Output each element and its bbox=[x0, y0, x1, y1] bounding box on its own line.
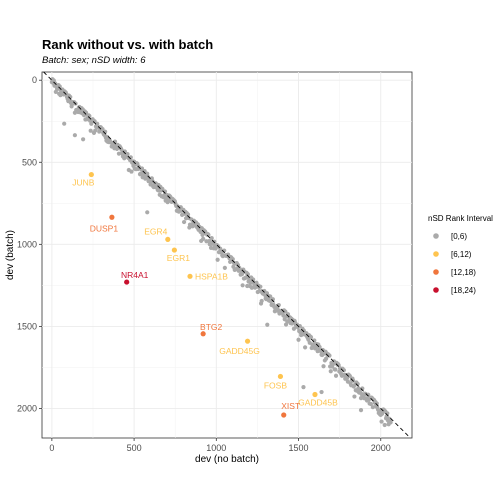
point-label: NR4A1 bbox=[121, 270, 149, 280]
highlight-point bbox=[165, 237, 170, 242]
highlight-point bbox=[172, 247, 177, 252]
highlight-point bbox=[281, 412, 286, 417]
background-point bbox=[145, 210, 149, 214]
legend-label: [0,6) bbox=[451, 232, 467, 241]
point-label: GADD45B bbox=[298, 398, 338, 408]
background-point bbox=[73, 133, 77, 137]
highlight-point bbox=[201, 331, 206, 336]
x-tick-label: 1500 bbox=[289, 443, 309, 453]
background-point bbox=[223, 266, 227, 270]
point-label: FOSB bbox=[264, 380, 287, 390]
point-label: DUSP1 bbox=[90, 223, 119, 233]
background-point bbox=[321, 364, 325, 368]
y-axis-ticks: 0 500 1000 1500 2000 bbox=[17, 75, 42, 413]
highlight-point bbox=[187, 274, 192, 279]
background-point bbox=[389, 420, 393, 424]
background-point bbox=[352, 394, 356, 398]
y-tick-label: 0 bbox=[32, 75, 37, 85]
background-point bbox=[303, 345, 307, 349]
point-label: EGR1 bbox=[167, 253, 190, 263]
highlight-point bbox=[312, 392, 317, 397]
background-point bbox=[241, 283, 245, 287]
background-point bbox=[129, 169, 133, 173]
y-tick-label: 500 bbox=[22, 157, 37, 167]
point-label: HSPA1B bbox=[195, 271, 228, 281]
background-point bbox=[212, 240, 216, 244]
point-label: EGR4 bbox=[144, 226, 167, 236]
x-tick-label: 1000 bbox=[206, 443, 226, 453]
background-point bbox=[359, 408, 363, 412]
background-point bbox=[333, 367, 337, 371]
legend-key bbox=[433, 233, 439, 239]
background-point bbox=[216, 258, 220, 262]
x-tick-label: 0 bbox=[49, 443, 54, 453]
legend: nSD Rank Interval [0,6) [6,12) [12,18) [18,… bbox=[428, 214, 493, 295]
highlight-point bbox=[124, 279, 129, 284]
background-point bbox=[334, 374, 338, 378]
background-point bbox=[125, 152, 129, 156]
x-tick-label: 500 bbox=[127, 443, 142, 453]
point-label: GADD45G bbox=[219, 346, 260, 356]
highlight-point bbox=[278, 374, 283, 379]
y-tick-label: 1000 bbox=[17, 239, 37, 249]
point-label: JUNB bbox=[72, 178, 95, 188]
background-point bbox=[329, 369, 333, 373]
background-point bbox=[265, 323, 269, 327]
background-point bbox=[210, 236, 214, 240]
legend-key bbox=[433, 269, 439, 275]
point-label: XIST bbox=[281, 401, 300, 411]
background-point bbox=[309, 335, 313, 339]
background-point bbox=[319, 390, 323, 394]
background-point bbox=[62, 122, 66, 126]
background-point bbox=[182, 220, 186, 224]
background-point bbox=[324, 356, 328, 360]
legend-key bbox=[433, 287, 439, 293]
background-point bbox=[301, 385, 305, 389]
highlight-point bbox=[109, 215, 114, 220]
y-tick-label: 1500 bbox=[17, 321, 37, 331]
legend-key bbox=[433, 251, 439, 257]
legend-label: [12,18) bbox=[451, 268, 476, 277]
background-point bbox=[379, 419, 383, 423]
x-tick-label: 2000 bbox=[371, 443, 391, 453]
background-point bbox=[296, 338, 300, 342]
y-tick-label: 2000 bbox=[17, 403, 37, 413]
background-point bbox=[260, 299, 264, 303]
highlight-point bbox=[245, 339, 250, 344]
y-axis-title: dev (batch) bbox=[5, 230, 16, 280]
x-axis-title: dev (no batch) bbox=[195, 454, 259, 465]
legend-title: nSD Rank Interval bbox=[428, 214, 493, 223]
x-axis-ticks: 0 500 1000 1500 2000 bbox=[49, 438, 390, 453]
highlight-point bbox=[89, 172, 94, 177]
background-point bbox=[383, 423, 387, 427]
point-label: BTG2 bbox=[200, 322, 222, 332]
legend-label: [6,12) bbox=[451, 250, 472, 259]
background-point bbox=[81, 137, 85, 141]
legend-label: [18,24) bbox=[451, 286, 476, 295]
